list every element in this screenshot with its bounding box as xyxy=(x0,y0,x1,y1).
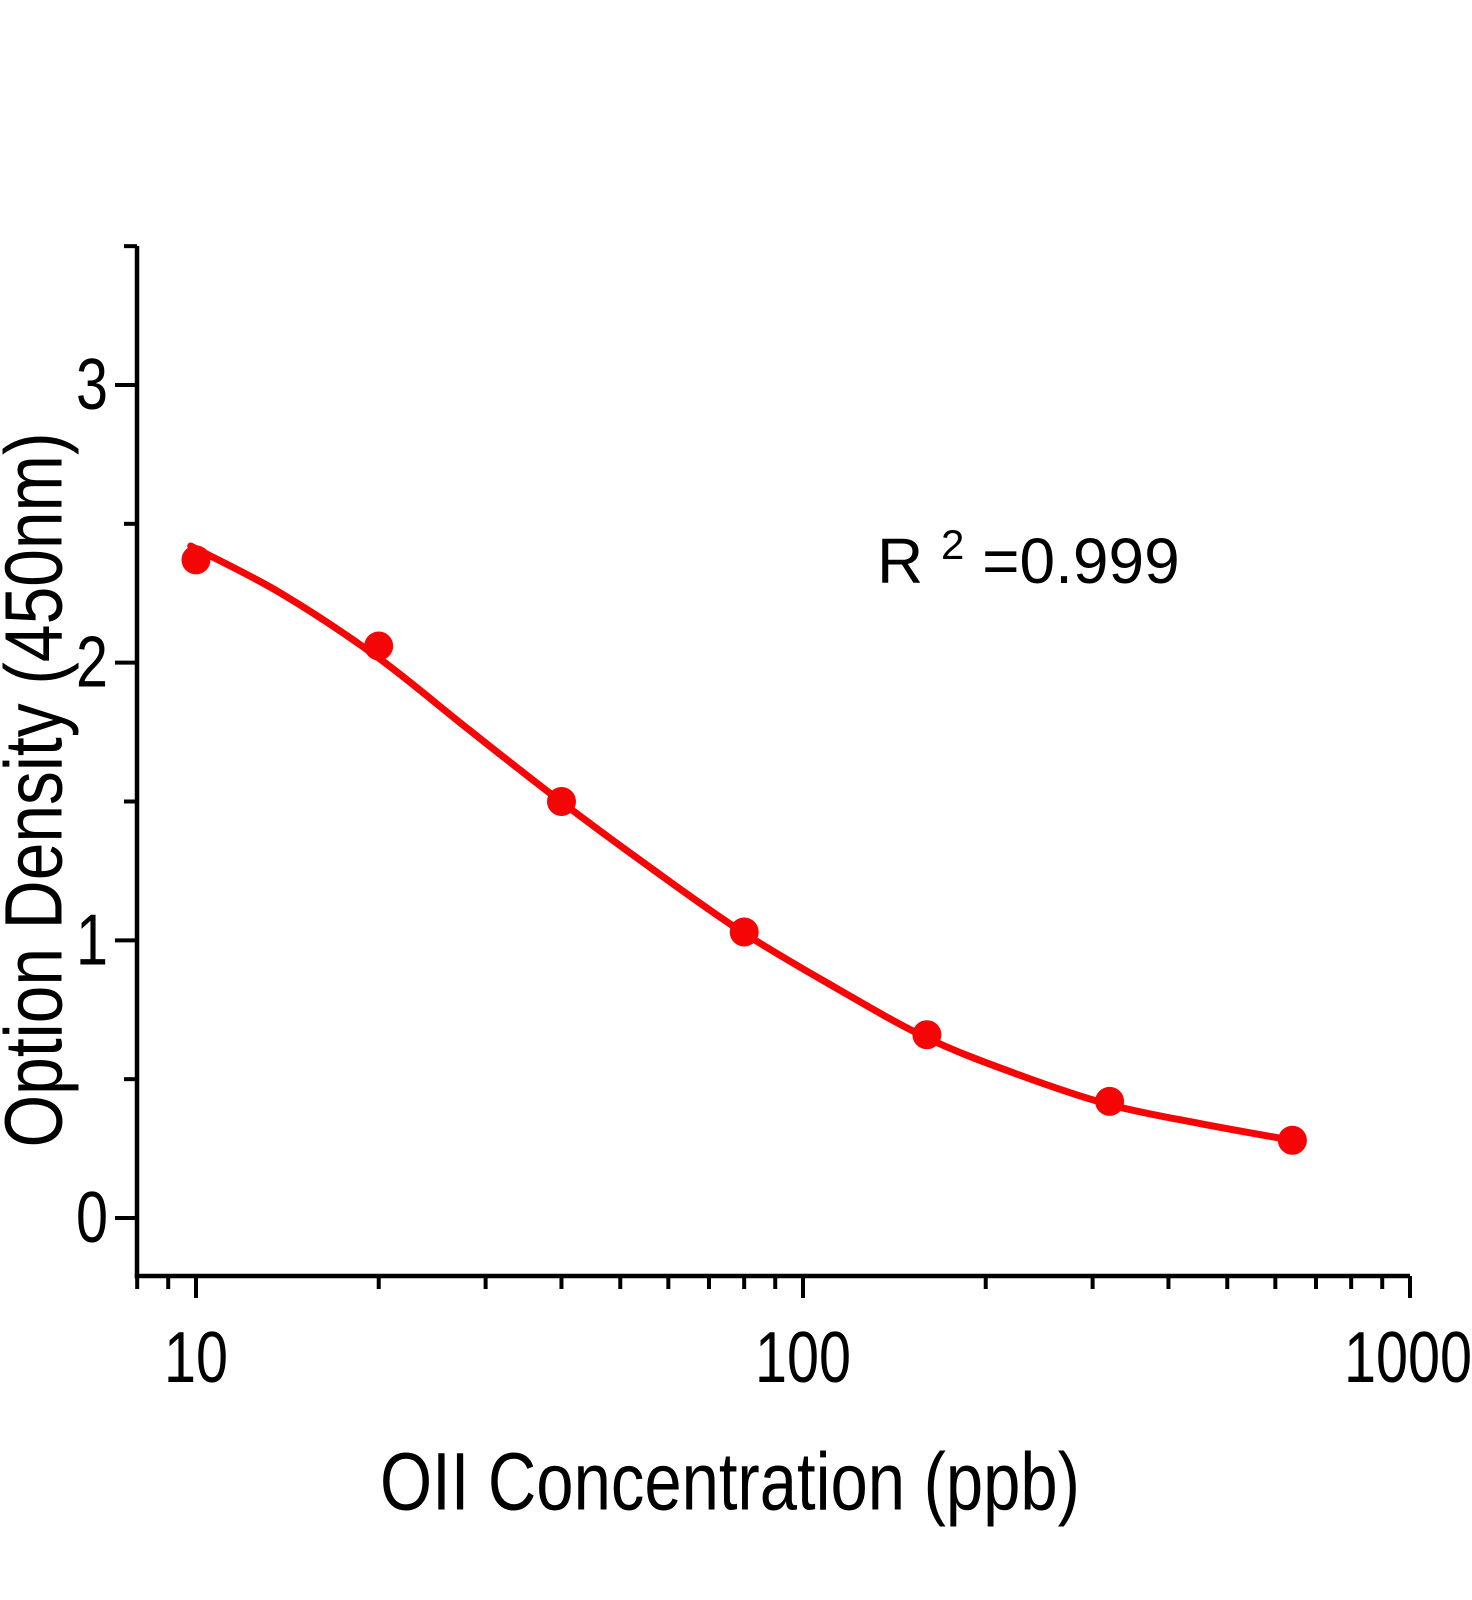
data-point xyxy=(1095,1086,1125,1116)
data-point xyxy=(729,917,759,947)
r-squared-base: R xyxy=(877,525,923,597)
x-tick-label: 1000 xyxy=(1344,1318,1472,1398)
axis-ticks xyxy=(115,244,1412,1298)
r-squared-exponent: 2 xyxy=(941,521,964,568)
y-tick-label: 3 xyxy=(76,345,108,425)
data-point xyxy=(1277,1125,1307,1155)
y-axis-title: Option Density (450nm) xyxy=(0,433,80,1148)
tick-labels: 0 1 2 3 10 100 1000 xyxy=(76,345,1472,1398)
data-point xyxy=(912,1020,942,1050)
fit-curve-line xyxy=(187,542,1296,1144)
x-axis-title: OII Concentration (ppb) xyxy=(380,1437,1080,1528)
data-points xyxy=(181,545,1307,1155)
data-point xyxy=(364,631,394,661)
x-tick-label: 10 xyxy=(164,1318,228,1398)
r-squared-value: =0.999 xyxy=(982,525,1180,597)
data-point xyxy=(181,545,211,575)
r-squared-annotation: R 2 =0.999 xyxy=(877,501,1180,597)
data-point xyxy=(547,787,576,816)
x-tick-label: 100 xyxy=(755,1318,851,1398)
y-tick-label: 1 xyxy=(76,900,108,980)
y-tick-label: 2 xyxy=(76,623,108,703)
y-tick-label: 0 xyxy=(76,1178,108,1258)
